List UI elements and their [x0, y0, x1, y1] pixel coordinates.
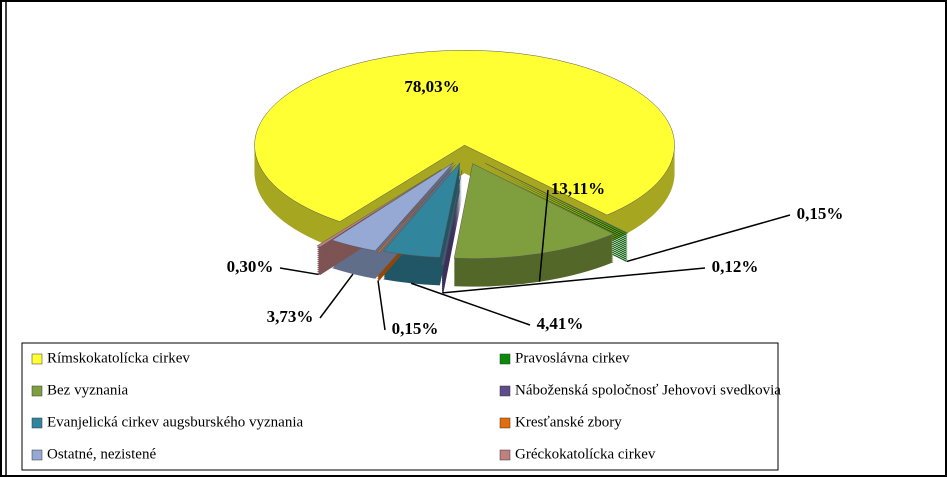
legend-box — [21, 342, 779, 471]
slice-side — [485, 165, 628, 236]
value-label: 0,15% — [797, 204, 844, 223]
legend-label: Bez vyznania — [47, 382, 129, 398]
leader-line — [410, 282, 531, 326]
legend-swatch — [499, 385, 511, 397]
legend-label: Rímskokatolícka cirkev — [47, 350, 190, 366]
leader-line — [319, 273, 354, 319]
value-label: 3,73% — [267, 307, 314, 326]
legend-swatch — [499, 449, 511, 461]
leader-line — [626, 214, 791, 263]
legend-swatch — [499, 417, 511, 429]
leader-line — [279, 267, 319, 276]
leader-line — [538, 189, 549, 282]
value-label: 0,30% — [227, 257, 274, 276]
slice-side — [485, 169, 628, 240]
value-label: 0,12% — [712, 257, 759, 276]
leader-line — [377, 280, 386, 331]
slice — [485, 163, 629, 234]
slice — [254, 49, 675, 222]
legend-label: Gréckokatolícka cirkev — [515, 446, 656, 462]
slice — [376, 164, 456, 254]
legend-label: Náboženská spoločnosť Jehovovi svedkovia — [515, 382, 781, 398]
legend-swatch — [31, 449, 43, 461]
value-label: 0,15% — [392, 319, 439, 338]
legend-swatch — [31, 417, 43, 429]
legend-swatch — [499, 353, 511, 365]
legend-label: Ostatné, nezistené — [47, 446, 156, 462]
slice — [453, 163, 615, 259]
slice — [331, 162, 454, 252]
slice — [382, 162, 461, 258]
legend-swatch — [31, 353, 43, 365]
legend-label: Kresťanské zbory — [515, 414, 622, 430]
value-label: 4,41% — [537, 314, 584, 333]
slice — [441, 170, 463, 266]
leader-line — [442, 267, 706, 294]
value-label: 78,03% — [404, 77, 459, 96]
legend-label: Evanjelická cirkev augsburského vyznania — [47, 414, 303, 430]
slice-side — [485, 167, 628, 238]
legend-label: Pravoslávna cirkev — [515, 350, 630, 366]
legend-swatch — [31, 385, 43, 397]
slice — [316, 169, 442, 248]
value-label: 13,11% — [551, 179, 605, 198]
